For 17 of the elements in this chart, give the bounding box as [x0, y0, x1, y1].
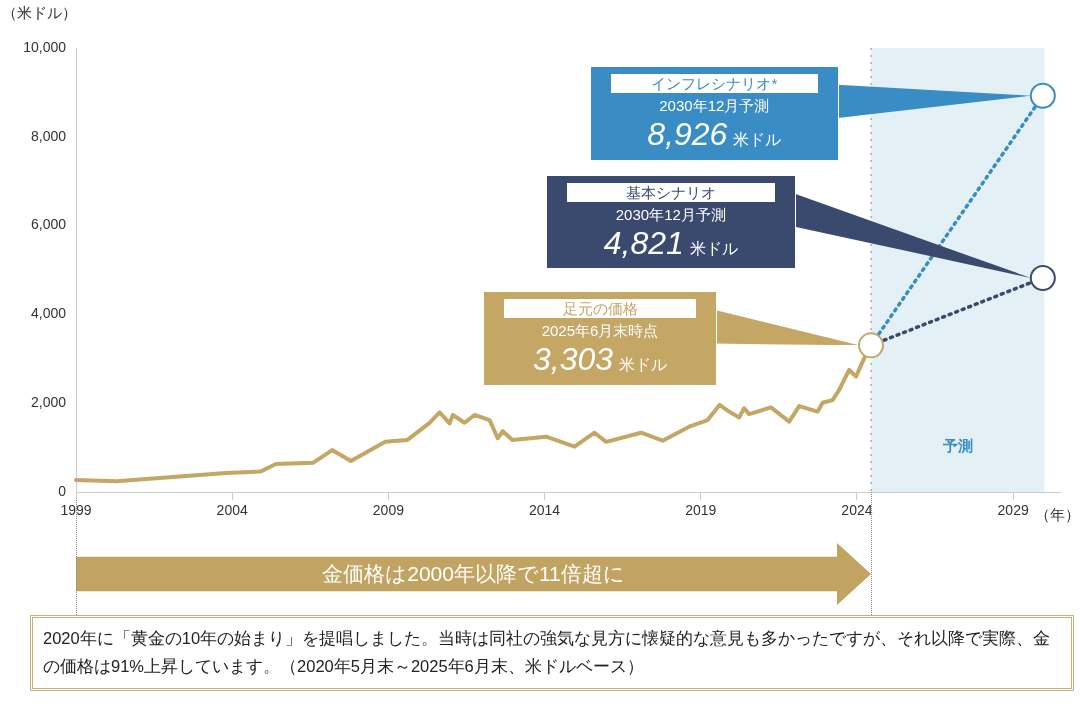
x-tick-label: 2024	[841, 502, 873, 519]
x-tick-label: 2014	[528, 502, 561, 519]
text: 2020年に「黄金の10年の始まり」を提唱しました。当時は同社の強気な見方に懐疑的な意見も多かったですが、それ以降で実際、金の価格は91%上昇しています。（2020年5月末～2025年6月末、米ドルベース）	[30, 615, 1074, 691]
y-axis-title: （米ドル）	[2, 4, 77, 22]
x-tick-label: 2029	[997, 502, 1029, 519]
x-axis-title: （年）	[1035, 506, 1080, 524]
band-label: 予測	[941, 437, 973, 455]
y-tick-label: 0	[58, 482, 67, 499]
x-tick-label: 2019	[685, 502, 717, 519]
y-tick-label: 4,000	[30, 305, 67, 322]
y-tick-label: 6,000	[30, 216, 67, 233]
y-tick-label: 2,000	[30, 394, 67, 411]
x-tick-label: 2009	[372, 502, 405, 519]
y-tick-label: 8,000	[30, 127, 67, 144]
y-tick-label: 10,000	[23, 38, 67, 55]
x-tick-label: 2004	[216, 502, 248, 519]
x-tick-label: 1999	[60, 502, 92, 519]
